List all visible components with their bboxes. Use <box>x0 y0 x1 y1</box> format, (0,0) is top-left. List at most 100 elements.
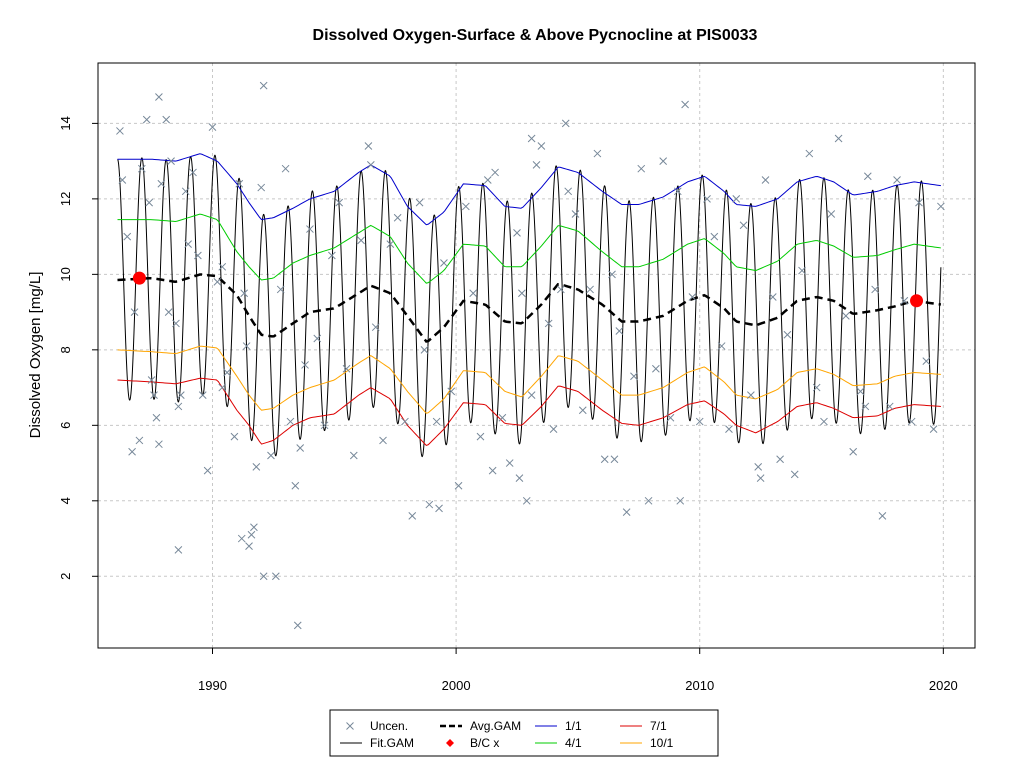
uncensored-point <box>420 345 429 354</box>
uncensored-point <box>673 187 682 196</box>
uncensored-point <box>342 364 351 373</box>
uncensored-point <box>176 391 185 399</box>
legend-label: Avg.GAM <box>470 719 521 733</box>
uncensored-point <box>379 436 387 445</box>
uncensored-point <box>527 134 536 143</box>
uncensored-point <box>725 425 733 433</box>
y-axis-label: Dissolved Oxygen [mg/L] <box>27 272 44 439</box>
uncensored-point <box>922 357 931 366</box>
uncensored-point <box>271 572 280 581</box>
uncensored-point <box>135 436 144 445</box>
uncensored-point <box>805 149 814 158</box>
uncensored-point <box>491 168 499 177</box>
uncensored-point <box>415 198 424 207</box>
uncensored-point <box>937 202 945 211</box>
y-tick-label: 10 <box>58 267 73 281</box>
legend-label: B/C x <box>470 736 499 750</box>
uncensored-point <box>571 210 580 218</box>
uncensored-point <box>659 157 668 165</box>
uncensored-point <box>564 187 573 196</box>
uncensored-point <box>518 289 526 298</box>
uncensored-point <box>578 406 587 415</box>
avg-gam-line <box>117 273 942 343</box>
x-tick-label: 1990 <box>198 678 227 693</box>
uncensored-point <box>281 164 290 173</box>
uncensored-point <box>155 93 163 101</box>
uncensored-point <box>447 387 456 396</box>
uncensored-point <box>276 285 285 294</box>
uncensored-point <box>710 232 719 241</box>
uncensored-point <box>203 466 212 475</box>
uncensored-point <box>250 523 258 532</box>
uncensored-point <box>335 198 344 207</box>
uncensored-point <box>240 289 249 298</box>
legend: Uncen. Fit.GAM Avg.GAM B/C x 1/1 4/1 7/1 10/1 <box>329 709 719 757</box>
x-tick-label: 2010 <box>685 678 714 693</box>
fit-gam-line <box>117 154 942 458</box>
uncensored-point <box>247 530 256 539</box>
uncensored-point <box>856 387 865 396</box>
uncensored-point <box>137 164 146 173</box>
legend-box <box>329 709 719 757</box>
uncensored-point <box>147 376 156 384</box>
uncensored-point <box>549 425 558 433</box>
uncensored-point <box>293 621 302 630</box>
uncensored-point <box>761 176 770 184</box>
uncensored-point <box>286 417 295 426</box>
uncensored-point <box>454 481 463 490</box>
uncensored-point <box>152 413 161 422</box>
legend-label: Fit.GAM <box>370 736 414 750</box>
uncensored-point <box>259 572 268 581</box>
uncensored-point <box>386 240 395 249</box>
bc-point <box>910 294 924 308</box>
uncensored-point <box>425 500 434 509</box>
series-line-4-1 <box>117 213 941 284</box>
uncensored-point <box>371 323 380 332</box>
uncensored-point <box>532 161 541 169</box>
uncensored-point <box>776 455 784 464</box>
uncensored-point <box>461 202 470 211</box>
uncensored-point <box>252 462 261 471</box>
uncensored-point <box>871 285 879 294</box>
uncensored-point <box>561 119 570 128</box>
uncensored-point <box>703 195 711 203</box>
uncensored-point <box>242 342 251 350</box>
uncensored-point <box>172 319 180 328</box>
uncensored-point <box>237 534 246 543</box>
uncensored-point <box>257 183 266 192</box>
uncensored-point <box>885 402 894 411</box>
uncensored-point <box>223 368 231 377</box>
uncensored-point <box>218 383 227 392</box>
uncensored-point <box>827 210 836 218</box>
uncensored-point <box>393 213 402 222</box>
uncensored-point <box>893 176 901 184</box>
uncensored-point <box>213 278 222 286</box>
uncensored-point <box>357 236 365 245</box>
uncensored-point <box>798 266 806 275</box>
series-layer <box>117 153 942 458</box>
x-tick-label: 2000 <box>442 678 471 693</box>
uncensored-point <box>230 432 239 441</box>
points-layer <box>116 81 945 630</box>
uncensored-point <box>440 259 448 267</box>
uncensored-point <box>861 402 870 411</box>
uncensored-point <box>259 81 268 90</box>
uncensored-point <box>123 232 132 241</box>
uncensored-point <box>128 447 136 456</box>
uncensored-point <box>666 413 675 422</box>
uncensored-point <box>366 161 375 169</box>
y-tick-label: 2 <box>58 573 73 580</box>
uncensored-point <box>435 504 443 513</box>
series-line-7-1 <box>117 377 941 447</box>
uncensored-point <box>469 289 478 298</box>
uncensored-point <box>432 417 441 426</box>
legend-label: 4/1 <box>565 736 582 750</box>
uncensored-point <box>150 391 158 399</box>
uncensored-point <box>245 542 253 550</box>
y-tick-label: 6 <box>58 422 73 429</box>
uncensored-point <box>610 455 619 464</box>
y-tick-label: 12 <box>58 192 73 206</box>
uncensored-point <box>184 240 192 249</box>
uncensored-point <box>929 425 938 433</box>
